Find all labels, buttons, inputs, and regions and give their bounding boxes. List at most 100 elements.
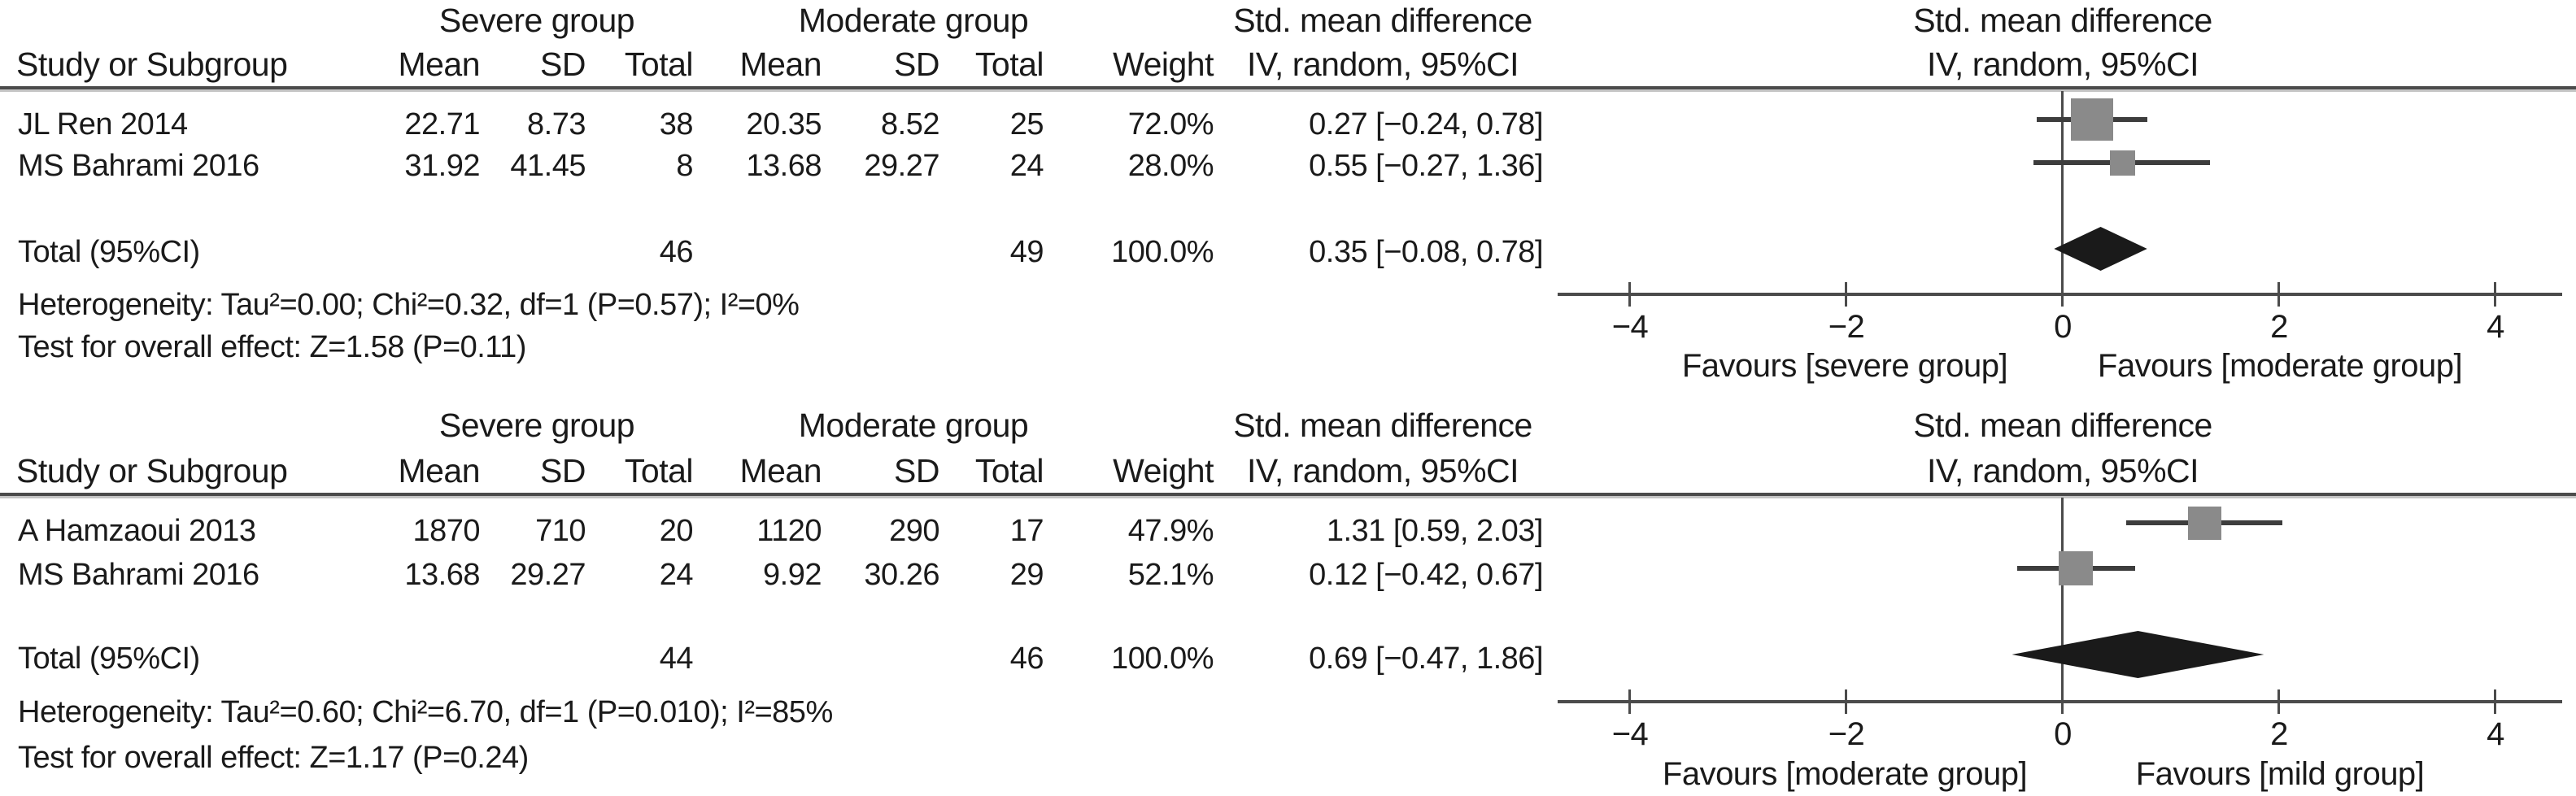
axis-tick-label: 0 bbox=[2054, 716, 2072, 752]
axis-tick bbox=[2494, 689, 2496, 714]
sd-value: 8.73 bbox=[527, 107, 586, 141]
total-n-moderate: 49 bbox=[1009, 235, 1044, 269]
total-weight: 100.0% bbox=[1111, 642, 1214, 676]
weight-value: 47.9% bbox=[1127, 514, 1214, 548]
total-value: 38 bbox=[659, 107, 694, 141]
axis-line bbox=[1558, 700, 2562, 703]
header-rule bbox=[0, 493, 2576, 496]
column-header-weight: Weight bbox=[1113, 452, 1214, 489]
group-header-moderate: Moderate group bbox=[798, 407, 1029, 444]
axis-line bbox=[1558, 293, 2562, 296]
favours-left-label: Favours [moderate group] bbox=[1662, 756, 2028, 792]
column-header-study: Study or Subgroup bbox=[16, 452, 288, 489]
column-header-ci: IV, random, 95%CI bbox=[1246, 46, 1519, 83]
total-value: 29 bbox=[1009, 558, 1044, 592]
overall-effect-text: Test for overall effect: Z=1.58 (P=0.11) bbox=[18, 330, 526, 364]
column-header-mean1: Mean bbox=[398, 46, 480, 83]
ci-value: 1.31 [0.59, 2.03] bbox=[1326, 514, 1544, 548]
column-header-mean2: Mean bbox=[739, 452, 822, 489]
axis-tick bbox=[2061, 689, 2064, 714]
axis-tick bbox=[1628, 282, 1631, 307]
column-header-weight: Weight bbox=[1113, 46, 1214, 83]
study-weight-square bbox=[2070, 98, 2113, 141]
mean-value: 1120 bbox=[756, 514, 822, 548]
study-name: A Hamzaoui 2013 bbox=[18, 514, 256, 548]
axis-tick-label: −4 bbox=[1611, 716, 1649, 752]
total-weight: 100.0% bbox=[1111, 235, 1214, 269]
weight-value: 28.0% bbox=[1127, 149, 1214, 183]
axis-tick-label: 4 bbox=[2487, 309, 2504, 345]
mean-value: 31.92 bbox=[404, 149, 480, 183]
axis-tick-label: 4 bbox=[2487, 716, 2504, 752]
sd-value: 710 bbox=[535, 514, 586, 548]
column-header-total2: Total bbox=[974, 46, 1044, 83]
total-value: 25 bbox=[1009, 107, 1044, 141]
total-diamond bbox=[2012, 631, 2264, 678]
favours-right-label: Favours [moderate group] bbox=[2097, 348, 2463, 384]
total-n-severe: 44 bbox=[659, 642, 694, 676]
column-header-sd1: SD bbox=[540, 46, 586, 83]
total-value: 17 bbox=[1009, 514, 1044, 548]
total-row-label: Total (95%CI) bbox=[18, 235, 200, 269]
ci-value: 0.27 [−0.24, 0.78] bbox=[1309, 107, 1543, 141]
plot-smd-header: Std. mean difference bbox=[1913, 407, 2212, 444]
favours-left-label: Favours [severe group] bbox=[1681, 348, 2008, 384]
group-header-moderate: Moderate group bbox=[798, 2, 1029, 39]
mean-value: 1870 bbox=[412, 514, 480, 548]
study-name: MS Bahrami 2016 bbox=[18, 558, 259, 592]
header-rule bbox=[0, 86, 2576, 89]
total-value: 24 bbox=[1009, 149, 1044, 183]
column-header-total2: Total bbox=[974, 452, 1044, 489]
plot-column-header-ci: IV, random, 95%CI bbox=[1926, 452, 2199, 489]
mean-value: 22.71 bbox=[404, 107, 480, 141]
zero-line bbox=[2061, 91, 2064, 294]
plot-column-header-ci: IV, random, 95%CI bbox=[1926, 46, 2199, 83]
total-ci-value: 0.35 [−0.08, 0.78] bbox=[1309, 235, 1543, 269]
axis-tick-label: 2 bbox=[2270, 309, 2288, 345]
sd-value: 41.45 bbox=[510, 149, 586, 183]
study-name: JL Ren 2014 bbox=[18, 107, 188, 141]
ci-value: 0.55 [−0.27, 1.36] bbox=[1309, 149, 1543, 183]
study-name: MS Bahrami 2016 bbox=[18, 149, 259, 183]
axis-tick-label: 2 bbox=[2270, 716, 2288, 752]
plot-smd-header: Std. mean difference bbox=[1913, 2, 2212, 39]
column-header-sd1: SD bbox=[540, 452, 586, 489]
mean-value: 13.68 bbox=[746, 149, 822, 183]
total-n-severe: 46 bbox=[659, 235, 694, 269]
axis-tick bbox=[1845, 282, 1847, 307]
column-header-study: Study or Subgroup bbox=[16, 46, 288, 83]
column-header-total1: Total bbox=[624, 452, 694, 489]
axis-tick-label: −2 bbox=[1828, 309, 1865, 345]
total-row-label: Total (95%CI) bbox=[18, 642, 200, 676]
overall-effect-text: Test for overall effect: Z=1.17 (P=0.24) bbox=[18, 741, 529, 775]
sd-value: 290 bbox=[889, 514, 939, 548]
axis-tick bbox=[2061, 282, 2064, 307]
group-header-severe: Severe group bbox=[438, 2, 635, 39]
axis-tick-label: −2 bbox=[1828, 716, 1865, 752]
axis-tick bbox=[2494, 282, 2496, 307]
mean-value: 9.92 bbox=[763, 558, 822, 592]
heterogeneity-text: Heterogeneity: Tau²=0.00; Chi²=0.32, df=… bbox=[18, 288, 800, 322]
total-diamond bbox=[2054, 227, 2147, 271]
column-header-mean1: Mean bbox=[398, 452, 480, 489]
total-value: 24 bbox=[659, 558, 694, 592]
mean-value: 20.35 bbox=[746, 107, 822, 141]
column-header-ci: IV, random, 95%CI bbox=[1246, 452, 1519, 489]
axis-tick bbox=[1845, 689, 1847, 714]
total-ci-value: 0.69 [−0.47, 1.86] bbox=[1309, 642, 1543, 676]
axis-tick-label: −4 bbox=[1611, 309, 1649, 345]
weight-value: 52.1% bbox=[1127, 558, 1214, 592]
zero-line bbox=[2061, 498, 2064, 702]
column-header-total1: Total bbox=[624, 46, 694, 83]
axis-tick-label: 0 bbox=[2054, 309, 2072, 345]
weight-value: 72.0% bbox=[1127, 107, 1214, 141]
axis-tick bbox=[2277, 282, 2280, 307]
total-value: 20 bbox=[659, 514, 694, 548]
study-weight-square bbox=[2058, 551, 2093, 585]
column-header-sd2: SD bbox=[894, 46, 939, 83]
heterogeneity-text: Heterogeneity: Tau²=0.60; Chi²=6.70, df=… bbox=[18, 695, 833, 729]
sd-value: 8.52 bbox=[881, 107, 939, 141]
sd-value: 29.27 bbox=[510, 558, 586, 592]
sd-value: 30.26 bbox=[864, 558, 939, 592]
